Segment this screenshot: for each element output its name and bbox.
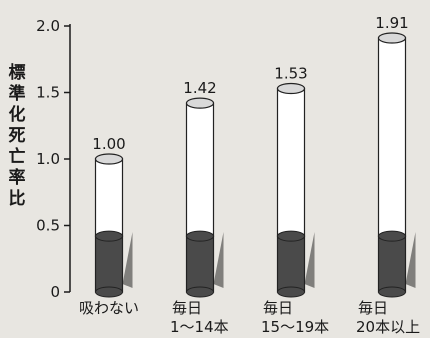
bar-upper (276, 87, 306, 237)
bar-top-cap (185, 97, 215, 109)
bar-base (185, 235, 215, 293)
bar-base-cap (378, 230, 406, 242)
bar-value-label: 1.42 (183, 79, 216, 97)
bar-value-label: 1.53 (274, 65, 307, 83)
bar-base (276, 235, 306, 293)
bar-shadow (213, 232, 224, 288)
x-category-label: 毎日 (172, 299, 202, 317)
bar-shadow (122, 232, 133, 288)
bar-base-cap (95, 230, 123, 242)
y-tick-label: 1.0 (36, 150, 60, 168)
bar-base (377, 235, 407, 293)
bar-shadow (405, 232, 416, 288)
bar-bottom-cap (277, 286, 305, 298)
bar-bottom-cap (95, 286, 123, 298)
x-category-label: 毎日 (263, 299, 293, 317)
bar-base-cap (277, 230, 305, 242)
x-category-label: 吸わない (79, 299, 139, 317)
x-category-label: 毎日 (358, 299, 388, 317)
x-category-label: 15〜19本 (261, 318, 329, 336)
bar-top-cap (94, 153, 124, 165)
y-tick-label: 0.5 (36, 217, 60, 235)
bar-bottom-cap (378, 286, 406, 298)
bar-shadow (304, 232, 315, 288)
bar-base (94, 235, 124, 293)
y-tick-label: 1.5 (36, 84, 60, 102)
bar-upper (94, 158, 124, 237)
x-category-label: 20本以上 (356, 318, 420, 336)
bar-value-label: 1.00 (92, 135, 125, 153)
y-axis-label: 標準化死亡率比 (9, 62, 26, 209)
bar-upper (185, 102, 215, 237)
y-tick-label: 2.0 (36, 17, 60, 35)
bar-base-cap (186, 230, 214, 242)
bar-value-label: 1.91 (375, 14, 408, 32)
bar-top-cap (377, 32, 407, 44)
bar-top-cap (276, 82, 306, 95)
x-category-label: 1〜14本 (170, 318, 229, 336)
bar-upper (377, 37, 407, 237)
y-tick-label: 0 (50, 283, 60, 301)
bar-bottom-cap (186, 286, 214, 298)
